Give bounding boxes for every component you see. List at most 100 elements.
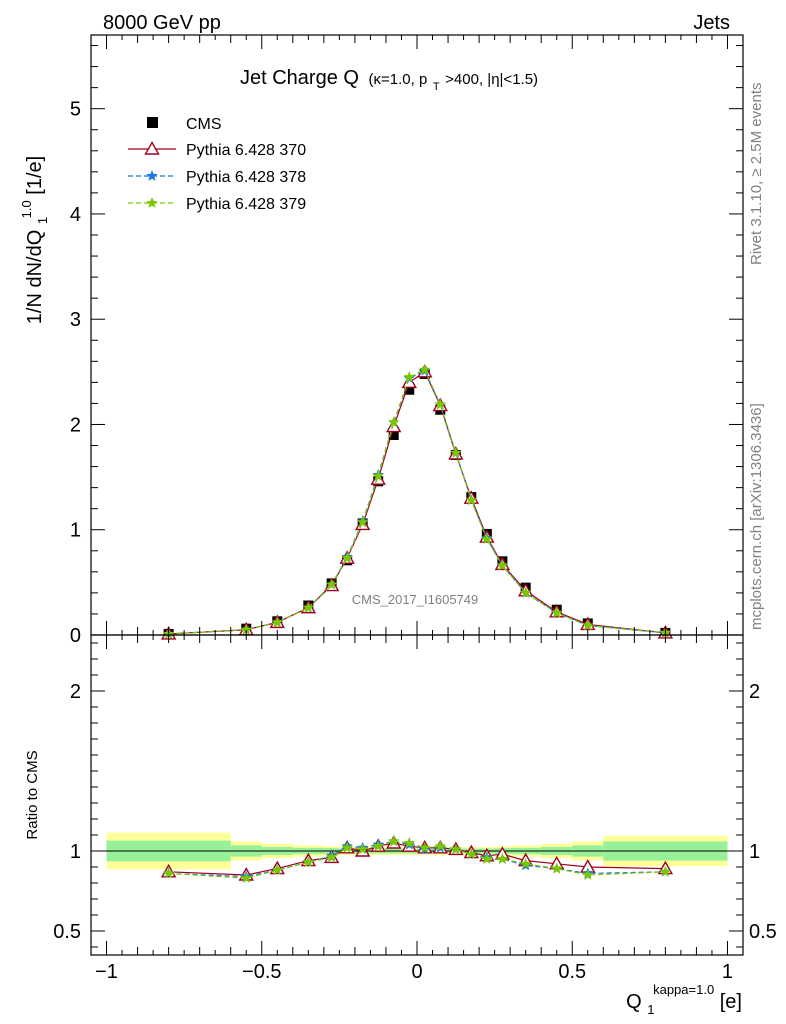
ratio-ytick-label-right: 1 (749, 841, 760, 863)
ratio-xtick-label: −0.5 (242, 961, 281, 983)
main-ylabel-sup: 1.0 (19, 200, 34, 218)
ratio-xlabel: Q 1 kappa=1.0 [e] (626, 977, 742, 1019)
point-pythia-6-428-370 (386, 418, 402, 433)
point-pythia-6-428-379 (271, 616, 283, 628)
point-pythia-6-428-379 (372, 840, 384, 852)
point-pythia-6-428-379 (434, 840, 446, 852)
point-pythia-6-428-379 (240, 872, 252, 884)
point-pythia-6-428-379 (302, 856, 315, 868)
point-pythia-6-428-379 (465, 848, 478, 860)
ratio-series-layer (160, 835, 674, 884)
legend-label-378: Pythia 6.428 378 (186, 169, 306, 186)
legend-item-pythia-378: Pythia 6.428 378 (128, 169, 306, 186)
main-ytick-label: 2 (70, 414, 81, 436)
ratio-ytick-label-right: 2 (749, 681, 760, 703)
chart-title-sub: (κ=1.0, p (369, 71, 428, 88)
point-cms (404, 384, 415, 395)
point-pythia-6-428-379 (450, 843, 462, 855)
legend-marker-cms (147, 117, 158, 128)
ratio-xtick-label: 0.5 (558, 961, 586, 983)
point-pythia-6-428-379 (582, 869, 594, 880)
point-pythia-6-428-379 (465, 494, 478, 506)
ratio-xlabel-sub: 1 (647, 1002, 654, 1017)
series-line-pythia-6-428-370 (168, 370, 666, 635)
chart-title-main: Jet Charge Q (240, 67, 359, 89)
header-left: 8000 GeV pp (103, 12, 221, 34)
point-pythia-6-428-379 (551, 862, 563, 874)
main-panel: CMS_2017_I1605749 0 1 2 3 4 5 Jet Charge Q (κ… (14, 34, 744, 647)
chart-title-sub-rest: >400, |η|<1.5) (445, 71, 538, 88)
legend-label-370: Pythia 6.428 370 (186, 142, 306, 159)
point-pythia-6-428-379 (388, 416, 400, 428)
point-pythia-6-428-379 (388, 835, 400, 847)
main-ytick-label: 4 (70, 204, 81, 226)
main-ylabel-unit: [1/e] (24, 156, 46, 195)
main-ylabel-sub: 1 (35, 217, 50, 224)
legend-item-pythia-379: Pythia 6.428 379 (128, 196, 306, 213)
legend-marker-370 (144, 141, 160, 155)
point-pythia-6-428-379 (551, 606, 563, 618)
main-ytick-label: 0 (70, 625, 81, 647)
ratio-xtick-label: 1 (722, 961, 733, 983)
watermark: CMS_2017_I1605749 (352, 592, 479, 607)
point-pythia-6-428-379 (582, 619, 594, 631)
point-pythia-6-428-379 (403, 371, 415, 382)
ratio-frame (90, 634, 744, 956)
header-right: Jets (693, 12, 730, 34)
point-pythia-6-428-379 (481, 853, 493, 864)
ratio-ytick-label-right: 0.5 (749, 921, 777, 943)
ratio-xtick-label: −1 (95, 961, 118, 983)
point-pythia-6-428-379 (519, 586, 532, 598)
ratio-ytick-label: 0.5 (53, 921, 81, 943)
main-ytick-label: 1 (70, 520, 81, 542)
ratio-panel: 0.5 0.5 1 1 2 2 −1 −0.5 0 0.5 1 Ratio to CMS Q 1 k… (24, 634, 777, 1019)
ratio-xlabel-base: Q (626, 991, 642, 1013)
main-axes: 0 1 2 3 4 5 (70, 35, 743, 647)
point-pythia-6-428-379 (341, 552, 353, 564)
legend-marker-378 (146, 170, 158, 181)
point-pythia-6-428-379 (659, 865, 672, 877)
point-pythia-6-428-379 (496, 559, 509, 571)
ratio-axes: 0.5 0.5 1 1 2 2 −1 −0.5 0 0.5 1 (53, 635, 777, 983)
point-pythia-6-428-379 (271, 864, 283, 876)
point-pythia-6-428-379 (450, 446, 462, 458)
main-ytick-label: 3 (70, 309, 81, 331)
point-pythia-6-428-379 (162, 867, 175, 879)
ratio-ytick-label: 1 (70, 841, 81, 863)
point-cms (388, 430, 399, 440)
point-pythia-6-428-379 (325, 578, 338, 590)
series-pythia-6-428-379 (162, 835, 672, 884)
series-line-pythia-6-428-379 (168, 368, 666, 635)
point-pythia-6-428-379 (356, 843, 369, 855)
main-ytick-label: 5 (70, 99, 81, 121)
ratio-ylabel: Ratio to CMS (24, 750, 41, 839)
legend-label-cms: CMS (186, 116, 222, 133)
point-pythia-6-428-379 (372, 470, 384, 481)
rivet-label: Rivet 3.1.10, ≥ 2.5M events (748, 83, 765, 266)
chart-title: Jet Charge Q (κ=1.0, p T >400, |η|<1.5) (240, 67, 538, 95)
point-pythia-6-428-379 (419, 841, 431, 853)
main-ylabel: 1/N dN/dQ 1 1.0 [1/e] (14, 156, 52, 324)
chart-title-sub-t: T (433, 81, 440, 93)
legend: CMS Pythia 6.428 370 Pythia 6.428 378 Py… (128, 116, 306, 213)
point-pythia-6-428-379 (419, 363, 431, 375)
legend-item-pythia-370: Pythia 6.428 370 (128, 141, 306, 159)
mcplots-label: mcplots.cern.ch [arXiv:1306.3436] (748, 403, 765, 630)
ratio-xlabel-unit: [e] (720, 991, 742, 1013)
point-pythia-6-428-379 (341, 841, 353, 853)
main-ylabel-base: 1/N dN/dQ (24, 230, 46, 324)
legend-marker-379 (146, 197, 158, 208)
point-pythia-6-428-379 (240, 623, 252, 635)
point-pythia-6-428-379 (302, 601, 315, 613)
point-pythia-6-428-379 (325, 851, 338, 863)
point-pythia-6-428-379 (481, 533, 493, 545)
legend-item-cms: CMS (147, 116, 222, 133)
point-pythia-6-428-379 (496, 853, 509, 864)
ratio-ytick-label: 2 (70, 681, 81, 703)
point-pythia-6-428-379 (434, 398, 446, 410)
legend-label-379: Pythia 6.428 379 (186, 196, 306, 213)
ratio-xlabel-sup: kappa=1.0 (653, 982, 714, 997)
ratio-xtick-label: 0 (411, 961, 422, 983)
point-pythia-6-428-379 (403, 837, 415, 848)
